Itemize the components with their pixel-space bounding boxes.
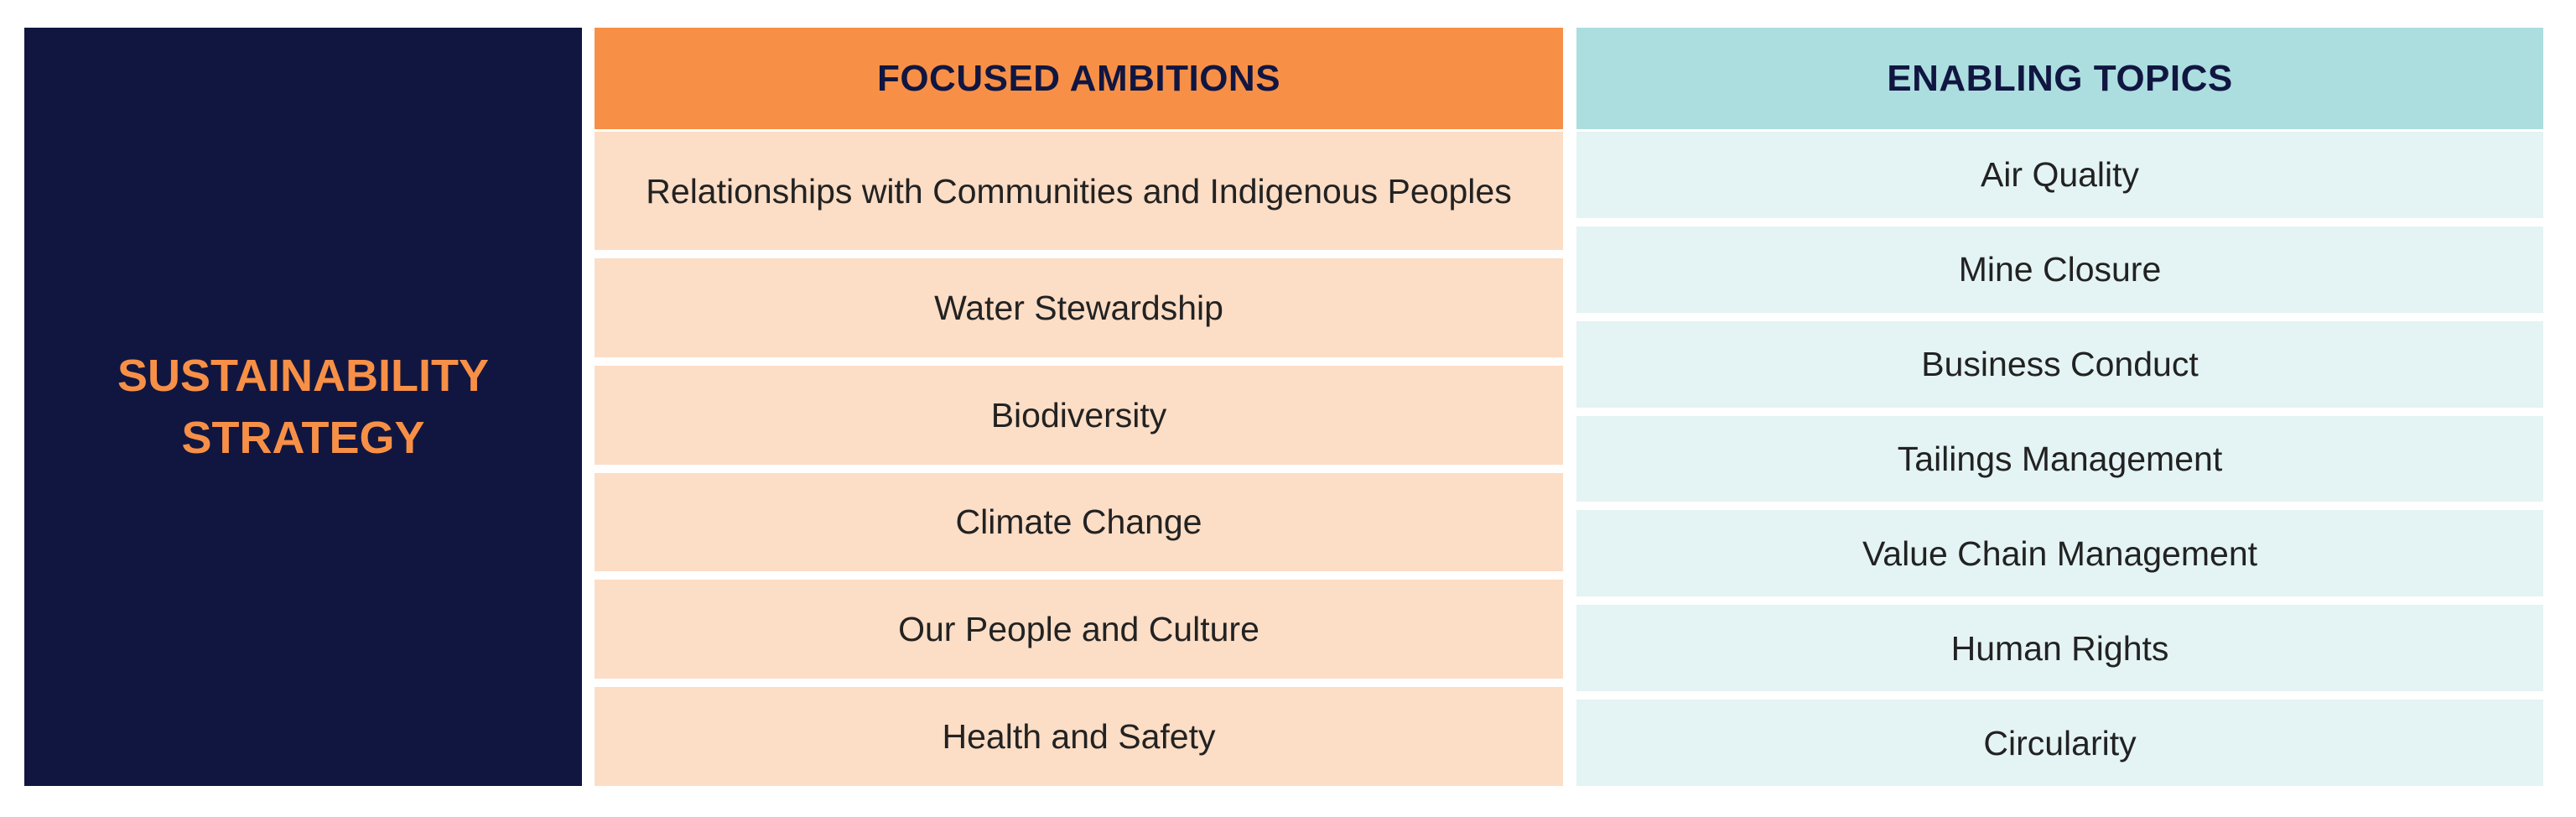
ambition-item: Biodiversity (595, 365, 1563, 465)
focused-ambitions-header: FOCUSED AMBITIONS (595, 28, 1563, 129)
topic-item: Tailings Management (1576, 415, 2543, 502)
topic-item: Air Quality (1576, 132, 2543, 218)
strategy-title-line1: SUSTAINABILITY (117, 351, 489, 401)
enabling-topics-column: ENABLING TOPICS Air Quality Mine Closure… (1576, 28, 2543, 787)
topic-item: Value Chain Management (1576, 510, 2543, 597)
ambition-item: Health and Safety (595, 687, 1563, 786)
topic-item: Circularity (1576, 700, 2543, 787)
enabling-topics-list: Air Quality Mine Closure Business Conduc… (1576, 132, 2543, 787)
strategy-title-line2: STRATEGY (181, 413, 425, 463)
sustainability-strategy-panel: SUSTAINABILITY STRATEGY (24, 28, 582, 786)
topic-item: Business Conduct (1576, 320, 2543, 408)
enabling-topics-header: ENABLING TOPICS (1576, 28, 2543, 129)
topic-item: Mine Closure (1576, 226, 2543, 313)
ambition-item: Water Stewardship (595, 258, 1563, 357)
strategy-title: SUSTAINABILITY STRATEGY (69, 345, 538, 469)
ambition-item: Climate Change (595, 472, 1563, 572)
topic-item: Human Rights (1576, 605, 2543, 692)
ambition-item: Relationships with Communities and Indig… (595, 132, 1563, 250)
focused-ambitions-column: FOCUSED AMBITIONS Relationships with Com… (595, 28, 1563, 786)
ambition-item: Our People and Culture (595, 580, 1563, 679)
focused-ambitions-list: Relationships with Communities and Indig… (595, 132, 1563, 786)
